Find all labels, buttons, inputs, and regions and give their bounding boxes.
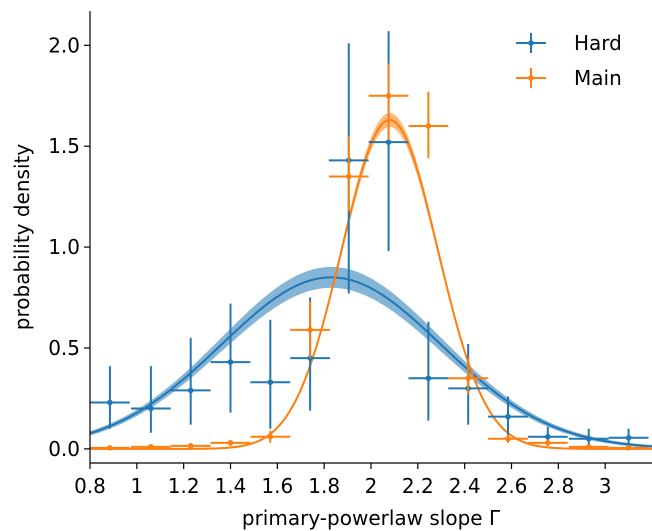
x-axis-label: primary-powerlaw slope Γ: [242, 506, 501, 530]
y-tick-label: 0.0: [48, 437, 80, 461]
data-point-hard: [408, 321, 449, 421]
x-tick-label: 1.6: [261, 474, 293, 498]
x-tick-label: 2: [365, 474, 378, 498]
legend-item-hard: Hard: [516, 31, 622, 55]
y-tick-label: 2.0: [48, 33, 80, 57]
data-point-main: [328, 136, 369, 211]
model-curve-main: [90, 118, 652, 450]
marker-hard: [425, 375, 432, 382]
data-point-main: [608, 445, 649, 451]
legend: Hard Main: [516, 31, 622, 90]
x-tick-label: 2.4: [449, 474, 481, 498]
marker-main: [187, 443, 194, 449]
model-curve-hard: [90, 276, 652, 448]
data-point-main: [368, 63, 409, 141]
legend-item-main: Main: [516, 66, 622, 90]
marker-main: [544, 440, 551, 446]
x-tick-label: 1.2: [168, 474, 200, 498]
data-point-hard: [130, 366, 171, 433]
data-point-main: [210, 439, 251, 446]
x-tick-label: 1: [130, 474, 143, 498]
legend-marker-main: [528, 75, 534, 81]
x-tick-label: 2.2: [402, 474, 434, 498]
data-point-main: [448, 358, 489, 395]
marker-hard: [187, 387, 194, 394]
marker-main: [107, 445, 113, 451]
x-tick-label: 3: [599, 474, 612, 498]
x-tick-label: 1.8: [308, 474, 340, 498]
marker-main: [345, 173, 352, 180]
model-band-hard: [90, 266, 652, 448]
marker-main: [227, 440, 234, 446]
marker-main: [307, 327, 313, 333]
data-point-main: [527, 439, 568, 446]
y-axis-label: probability density: [10, 144, 34, 331]
marker-hard: [585, 435, 592, 442]
marker-hard: [148, 405, 154, 412]
model-curves: [90, 118, 652, 450]
data-point-main: [90, 445, 130, 451]
data-point-hard: [210, 303, 251, 413]
axes: [89, 11, 652, 464]
marker-hard: [107, 399, 113, 406]
data-point-main: [290, 301, 331, 359]
marker-hard: [267, 379, 274, 386]
legend-label-main: Main: [574, 66, 622, 90]
marker-main: [625, 445, 632, 451]
marker-hard: [227, 359, 234, 365]
x-tick-label: 2.6: [496, 474, 528, 498]
data-points: [90, 31, 649, 451]
marker-hard: [625, 434, 632, 441]
data-point-hard: [568, 428, 609, 445]
marker-main: [585, 444, 592, 450]
data-point-main: [408, 91, 449, 159]
y-tick-label: 0.5: [48, 336, 80, 360]
data-point-hard: [90, 366, 130, 429]
x-tick-label: 0.8: [74, 474, 106, 498]
marker-main: [425, 123, 432, 129]
marker-hard: [307, 355, 313, 361]
marker-main: [148, 444, 154, 450]
data-point-hard: [608, 428, 649, 445]
data-point-main: [488, 434, 528, 443]
y-tick-label: 1.0: [48, 235, 80, 259]
data-point-main: [250, 430, 291, 443]
data-point-hard: [170, 337, 211, 425]
legend-marker-hard: [528, 40, 534, 46]
marker-main: [465, 375, 471, 382]
x-tick-label: 2.8: [542, 474, 574, 498]
data-point-hard: [488, 396, 528, 437]
ticks: 0.8 1 1.2 1.4 1.6 1.8 2 2.2 2.4 2.6 2.8 3 0.0 0.5 1.0 1…: [48, 33, 611, 498]
marker-main: [505, 435, 511, 442]
data-point-main: [170, 443, 211, 449]
marker-main: [267, 433, 274, 440]
marker-hard: [505, 413, 511, 420]
data-point-hard: [250, 319, 291, 429]
marker-hard: [385, 139, 392, 145]
legend-label-hard: Hard: [574, 31, 622, 55]
data-point-main: [130, 444, 171, 450]
y-tick-label: 1.5: [48, 134, 80, 158]
marker-main: [385, 92, 392, 99]
model-bands: [90, 113, 652, 450]
x-tick-label: 1.4: [215, 474, 247, 498]
data-point-main: [568, 444, 609, 450]
marker-hard: [544, 433, 551, 440]
